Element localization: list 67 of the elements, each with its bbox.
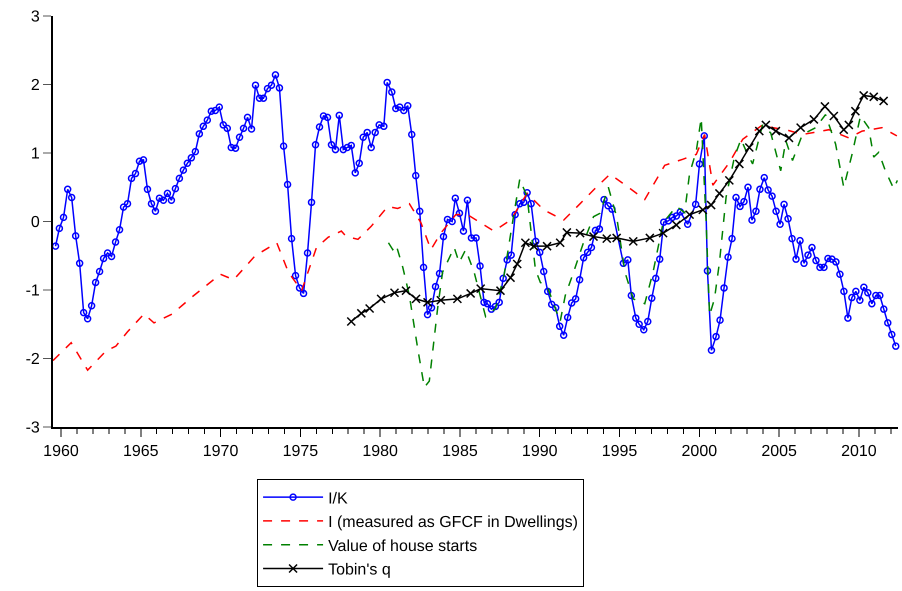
y-tick-label: 3 (30, 8, 40, 26)
line-series (53, 124, 898, 371)
point (820, 102, 830, 112)
y-tick-label: 1 (30, 146, 40, 163)
point (744, 142, 754, 152)
point (724, 176, 734, 186)
point (771, 126, 781, 136)
x-tick-label: 1960 (43, 443, 79, 460)
point (714, 188, 724, 198)
point (356, 308, 366, 318)
point (452, 294, 462, 304)
x-tick-label: 1965 (122, 443, 159, 460)
x-tick-label: 1980 (362, 443, 398, 460)
point (496, 286, 506, 296)
point (436, 296, 446, 306)
x-tick-label: 1985 (442, 443, 478, 460)
point (506, 272, 516, 282)
point (411, 294, 421, 304)
point (555, 238, 565, 248)
point (784, 133, 794, 143)
point (562, 228, 572, 238)
point (809, 114, 819, 124)
point (754, 126, 764, 136)
y-tick-label: -3 (26, 420, 40, 437)
point (829, 111, 839, 121)
point (346, 316, 356, 326)
point (878, 96, 888, 106)
x-tick-label: 2005 (761, 443, 798, 460)
point (698, 205, 708, 215)
point (628, 236, 638, 246)
point (542, 241, 552, 251)
point (672, 220, 682, 230)
legend-label: Tobin's q (328, 562, 391, 579)
point (850, 106, 860, 116)
y-tick-label: -1 (26, 282, 40, 300)
point (376, 294, 386, 304)
y-tick-label: 2 (30, 77, 40, 94)
point (761, 120, 771, 130)
point (575, 228, 585, 238)
x-tick-label: 1975 (282, 443, 318, 460)
x-tick-label: 1990 (522, 443, 558, 460)
point (401, 286, 411, 296)
y-tick-label: -2 (26, 351, 40, 368)
legend-label: Value of house starts (328, 538, 478, 555)
point (645, 233, 655, 243)
point (476, 284, 486, 294)
point (390, 288, 400, 298)
point (734, 159, 744, 169)
x-tick-label: 2000 (682, 443, 718, 460)
y-tick-label: 0 (30, 214, 40, 232)
x-tick-label: 2010 (841, 443, 877, 460)
point (838, 124, 848, 134)
point (796, 122, 806, 132)
x-tick-label: 1995 (602, 443, 638, 460)
point (466, 288, 476, 298)
x-tick-label: 1970 (202, 443, 238, 460)
legend-label: I/K (328, 490, 348, 508)
point (512, 259, 522, 269)
line-series (388, 114, 898, 388)
point (706, 200, 716, 210)
point (588, 232, 598, 242)
legend-label: I (measured as GFCF in Dwellings) (328, 514, 578, 532)
point (364, 304, 374, 314)
point (844, 120, 854, 130)
point (684, 210, 694, 220)
point (422, 298, 432, 308)
point (658, 228, 668, 238)
